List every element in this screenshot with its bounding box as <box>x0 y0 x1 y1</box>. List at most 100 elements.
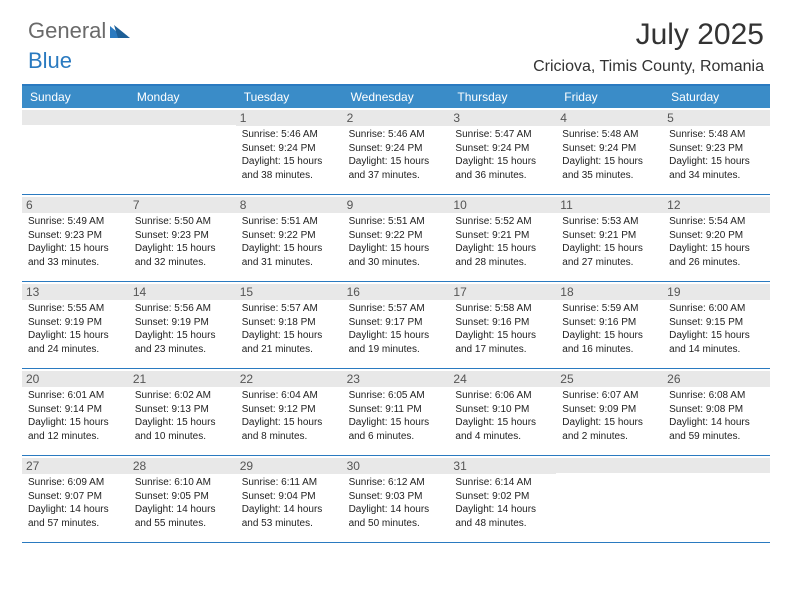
daylight-line: Daylight: 15 hours and 36 minutes. <box>455 155 550 182</box>
day-info: Sunrise: 5:48 AMSunset: 9:24 PMDaylight:… <box>562 128 657 182</box>
day-number: 29 <box>236 458 343 474</box>
daylight-line: Daylight: 15 hours and 16 minutes. <box>562 329 657 356</box>
sunset-line: Sunset: 9:18 PM <box>242 316 337 330</box>
day-info: Sunrise: 6:09 AMSunset: 9:07 PMDaylight:… <box>28 476 123 530</box>
daylight-line: Daylight: 15 hours and 35 minutes. <box>562 155 657 182</box>
calendar-day: 30Sunrise: 6:12 AMSunset: 9:03 PMDayligh… <box>343 456 450 542</box>
calendar-day <box>129 108 236 194</box>
calendar-day: 21 Sunrise: 6:02 AMSunset: 9:13 PMDayligh… <box>129 369 236 455</box>
day-number: 16 <box>343 284 450 300</box>
sunrise-line: Sunrise: 5:50 AM <box>135 215 230 229</box>
daylight-line: Daylight: 14 hours and 59 minutes. <box>669 416 764 443</box>
calendar-day: 25Sunrise: 6:07 AMSunset: 9:09 PMDayligh… <box>556 369 663 455</box>
day-number: 18 <box>556 284 663 300</box>
day-number: 28 <box>129 458 236 474</box>
calendar-day: 2Sunrise: 5:46 AMSunset: 9:24 PMDaylight… <box>343 108 450 194</box>
daylight-line: Daylight: 14 hours and 50 minutes. <box>349 503 444 530</box>
day-number <box>663 458 770 473</box>
sunset-line: Sunset: 9:16 PM <box>455 316 550 330</box>
daylight-line: Daylight: 15 hours and 17 minutes. <box>455 329 550 356</box>
sunrise-line: Sunrise: 6:12 AM <box>349 476 444 490</box>
day-number: 31 <box>449 458 556 474</box>
sunset-line: Sunset: 9:02 PM <box>455 490 550 504</box>
calendar-day: 16Sunrise: 5:57 AMSunset: 9:17 PMDayligh… <box>343 282 450 368</box>
weekday-header: Tuesday <box>236 86 343 108</box>
day-number: 7 <box>129 197 236 213</box>
day-info: Sunrise: 5:48 AMSunset: 9:23 PMDaylight:… <box>669 128 764 182</box>
calendar-day: 1Sunrise: 5:46 AMSunset: 9:24 PMDaylight… <box>236 108 343 194</box>
daylight-line: Daylight: 15 hours and 2 minutes. <box>562 416 657 443</box>
sunset-line: Sunset: 9:24 PM <box>242 142 337 156</box>
calendar-day: 5Sunrise: 5:48 AMSunset: 9:23 PMDaylight… <box>663 108 770 194</box>
sunset-line: Sunset: 9:21 PM <box>562 229 657 243</box>
sunset-line: Sunset: 9:15 PM <box>669 316 764 330</box>
daylight-line: Daylight: 15 hours and 19 minutes. <box>349 329 444 356</box>
calendar-day: 31 Sunrise: 6:14 AMSunset: 9:02 PMDayligh… <box>449 456 556 542</box>
sunrise-line: Sunrise: 5:49 AM <box>28 215 123 229</box>
calendar-day: 23Sunrise: 6:05 AMSunset: 9:11 PMDayligh… <box>343 369 450 455</box>
daylight-line: Daylight: 15 hours and 32 minutes. <box>135 242 230 269</box>
calendar-day: 7Sunrise: 5:50 AMSunset: 9:23 PMDaylight… <box>129 195 236 281</box>
day-info: Sunrise: 6:02 AMSunset: 9:13 PMDaylight:… <box>135 389 230 443</box>
header: General July 2025 Criciova, Timis County… <box>0 0 792 84</box>
day-number: 13 <box>22 284 129 300</box>
sunset-line: Sunset: 9:24 PM <box>562 142 657 156</box>
weekday-header: Monday <box>129 86 236 108</box>
calendar-day: 9Sunrise: 5:51 AMSunset: 9:22 PMDaylight… <box>343 195 450 281</box>
sunrise-line: Sunrise: 5:54 AM <box>669 215 764 229</box>
sunrise-line: Sunrise: 6:10 AM <box>135 476 230 490</box>
day-number: 15 <box>236 284 343 300</box>
day-number: 17 <box>449 284 556 300</box>
weekday-header: Thursday <box>449 86 556 108</box>
day-number: 30 <box>343 458 450 474</box>
day-info: Sunrise: 5:53 AMSunset: 9:21 PMDaylight:… <box>562 215 657 269</box>
calendar-day <box>22 108 129 194</box>
sunrise-line: Sunrise: 6:07 AM <box>562 389 657 403</box>
weekday-header: Sunday <box>22 86 129 108</box>
sunset-line: Sunset: 9:19 PM <box>135 316 230 330</box>
day-number: 3 <box>449 110 556 126</box>
calendar-day: 14Sunrise: 5:56 AMSunset: 9:19 PMDayligh… <box>129 282 236 368</box>
calendar-day: 12Sunrise: 5:54 AMSunset: 9:20 PMDayligh… <box>663 195 770 281</box>
day-info: Sunrise: 6:14 AMSunset: 9:02 PMDaylight:… <box>455 476 550 530</box>
calendar-day: 20Sunrise: 6:01 AMSunset: 9:14 PMDayligh… <box>22 369 129 455</box>
day-info: Sunrise: 5:54 AMSunset: 9:20 PMDaylight:… <box>669 215 764 269</box>
daylight-line: Daylight: 15 hours and 37 minutes. <box>349 155 444 182</box>
sunset-line: Sunset: 9:19 PM <box>28 316 123 330</box>
day-number: 27 <box>22 458 129 474</box>
logo-triangle-icon <box>110 22 132 43</box>
daylight-line: Daylight: 15 hours and 38 minutes. <box>242 155 337 182</box>
calendar-day: 15Sunrise: 5:57 AMSunset: 9:18 PMDayligh… <box>236 282 343 368</box>
daylight-line: Daylight: 14 hours and 48 minutes. <box>455 503 550 530</box>
calendar-day: 22Sunrise: 6:04 AMSunset: 9:12 PMDayligh… <box>236 369 343 455</box>
sunrise-line: Sunrise: 5:57 AM <box>349 302 444 316</box>
day-number: 1 <box>236 110 343 126</box>
day-number: 24 <box>449 371 556 387</box>
calendar-day: 8Sunrise: 5:51 AMSunset: 9:22 PMDaylight… <box>236 195 343 281</box>
sunset-line: Sunset: 9:12 PM <box>242 403 337 417</box>
sunrise-line: Sunrise: 5:53 AM <box>562 215 657 229</box>
sunrise-line: Sunrise: 6:11 AM <box>242 476 337 490</box>
daylight-line: Daylight: 15 hours and 33 minutes. <box>28 242 123 269</box>
calendar-day: 26Sunrise: 6:08 AMSunset: 9:08 PMDayligh… <box>663 369 770 455</box>
day-info: Sunrise: 6:01 AMSunset: 9:14 PMDaylight:… <box>28 389 123 443</box>
weekday-header-row: SundayMondayTuesdayWednesdayThursdayFrid… <box>22 86 770 108</box>
day-info: Sunrise: 6:05 AMSunset: 9:11 PMDaylight:… <box>349 389 444 443</box>
day-number <box>22 110 129 125</box>
calendar-day <box>556 456 663 542</box>
day-number: 11 <box>556 197 663 213</box>
daylight-line: Daylight: 15 hours and 27 minutes. <box>562 242 657 269</box>
day-number: 22 <box>236 371 343 387</box>
sunrise-line: Sunrise: 5:51 AM <box>349 215 444 229</box>
sunrise-line: Sunrise: 6:00 AM <box>669 302 764 316</box>
sunset-line: Sunset: 9:09 PM <box>562 403 657 417</box>
sunset-line: Sunset: 9:24 PM <box>455 142 550 156</box>
sunset-line: Sunset: 9:05 PM <box>135 490 230 504</box>
sunset-line: Sunset: 9:04 PM <box>242 490 337 504</box>
daylight-line: Daylight: 15 hours and 4 minutes. <box>455 416 550 443</box>
day-number: 6 <box>22 197 129 213</box>
day-info: Sunrise: 5:47 AMSunset: 9:24 PMDaylight:… <box>455 128 550 182</box>
day-number: 21 <box>129 371 236 387</box>
sunset-line: Sunset: 9:24 PM <box>349 142 444 156</box>
day-info: Sunrise: 5:55 AMSunset: 9:19 PMDaylight:… <box>28 302 123 356</box>
